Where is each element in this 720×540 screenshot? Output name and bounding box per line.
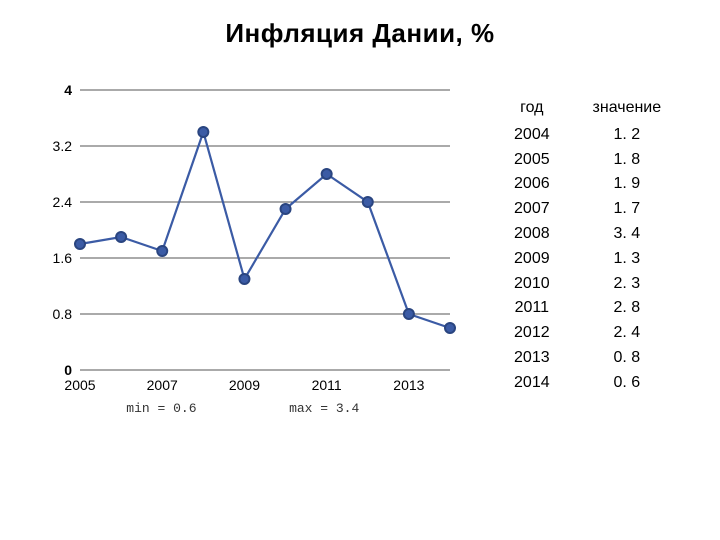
max-label: max = 3.4 [289,401,359,416]
table-row: 20041. 2 [500,123,690,148]
cell-value: 2. 3 [564,272,690,297]
y-tick-label: 3.2 [53,138,73,154]
table-row: 20083. 4 [500,222,690,247]
cell-year: 2004 [500,123,564,148]
x-tick-label: 2005 [64,377,95,393]
series-line [80,132,450,328]
data-table: год значение 20041. 220051. 820061. 9200… [500,95,690,396]
data-marker [157,246,167,256]
data-marker [281,204,291,214]
table-row: 20130. 8 [500,346,690,371]
table-row: 20071. 7 [500,197,690,222]
table-row: 20112. 8 [500,296,690,321]
cell-value: 1. 3 [564,247,690,272]
y-tick-label: 0.8 [53,306,73,322]
cell-year: 2011 [500,296,564,321]
y-tick-label: 2.4 [53,194,73,210]
page: Инфляция Дании, % 0 0.8 1.6 2.4 3.2 4 2005 2007… [0,0,720,540]
cell-value: 1. 9 [564,172,690,197]
table-row: 20051. 8 [500,148,690,173]
table-row: 20140. 6 [500,371,690,396]
cell-year: 2012 [500,321,564,346]
min-label: min = 0.6 [126,401,196,416]
cell-year: 2008 [500,222,564,247]
data-marker [363,197,373,207]
table-row: 20091. 3 [500,247,690,272]
data-marker [445,323,455,333]
cell-value: 2. 8 [564,296,690,321]
table-row: 20061. 9 [500,172,690,197]
cell-value: 3. 4 [564,222,690,247]
y-tick-label: 4 [64,82,72,98]
y-tick-label: 0 [64,362,72,378]
page-title: Инфляция Дании, % [0,18,720,49]
data-marker [404,309,414,319]
data-marker [322,169,332,179]
cell-value: 0. 6 [564,371,690,396]
cell-year: 2013 [500,346,564,371]
cell-year: 2006 [500,172,564,197]
data-marker [116,232,126,242]
cell-value: 2. 4 [564,321,690,346]
cell-year: 2005 [500,148,564,173]
x-tick-label: 2013 [393,377,424,393]
cell-value: 1. 2 [564,123,690,148]
table-header-year: год [500,95,564,123]
x-tick-label: 2011 [312,377,342,393]
cell-year: 2014 [500,371,564,396]
data-marker [198,127,208,137]
x-tick-label: 2007 [147,377,178,393]
x-tick-label: 2009 [229,377,260,393]
cell-year: 2007 [500,197,564,222]
y-tick-label: 1.6 [53,250,73,266]
cell-value: 0. 8 [564,346,690,371]
chart-svg: 0 0.8 1.6 2.4 3.2 4 2005 2007 2009 2011 2013 min = … [30,80,470,440]
table-header-value: значение [564,95,690,123]
cell-year: 2010 [500,272,564,297]
data-marker [75,239,85,249]
cell-year: 2009 [500,247,564,272]
cell-value: 1. 7 [564,197,690,222]
table-row: 20122. 4 [500,321,690,346]
table-row: 20102. 3 [500,272,690,297]
inflation-chart: 0 0.8 1.6 2.4 3.2 4 2005 2007 2009 2011 2013 min = … [30,80,470,440]
data-marker [239,274,249,284]
cell-value: 1. 8 [564,148,690,173]
